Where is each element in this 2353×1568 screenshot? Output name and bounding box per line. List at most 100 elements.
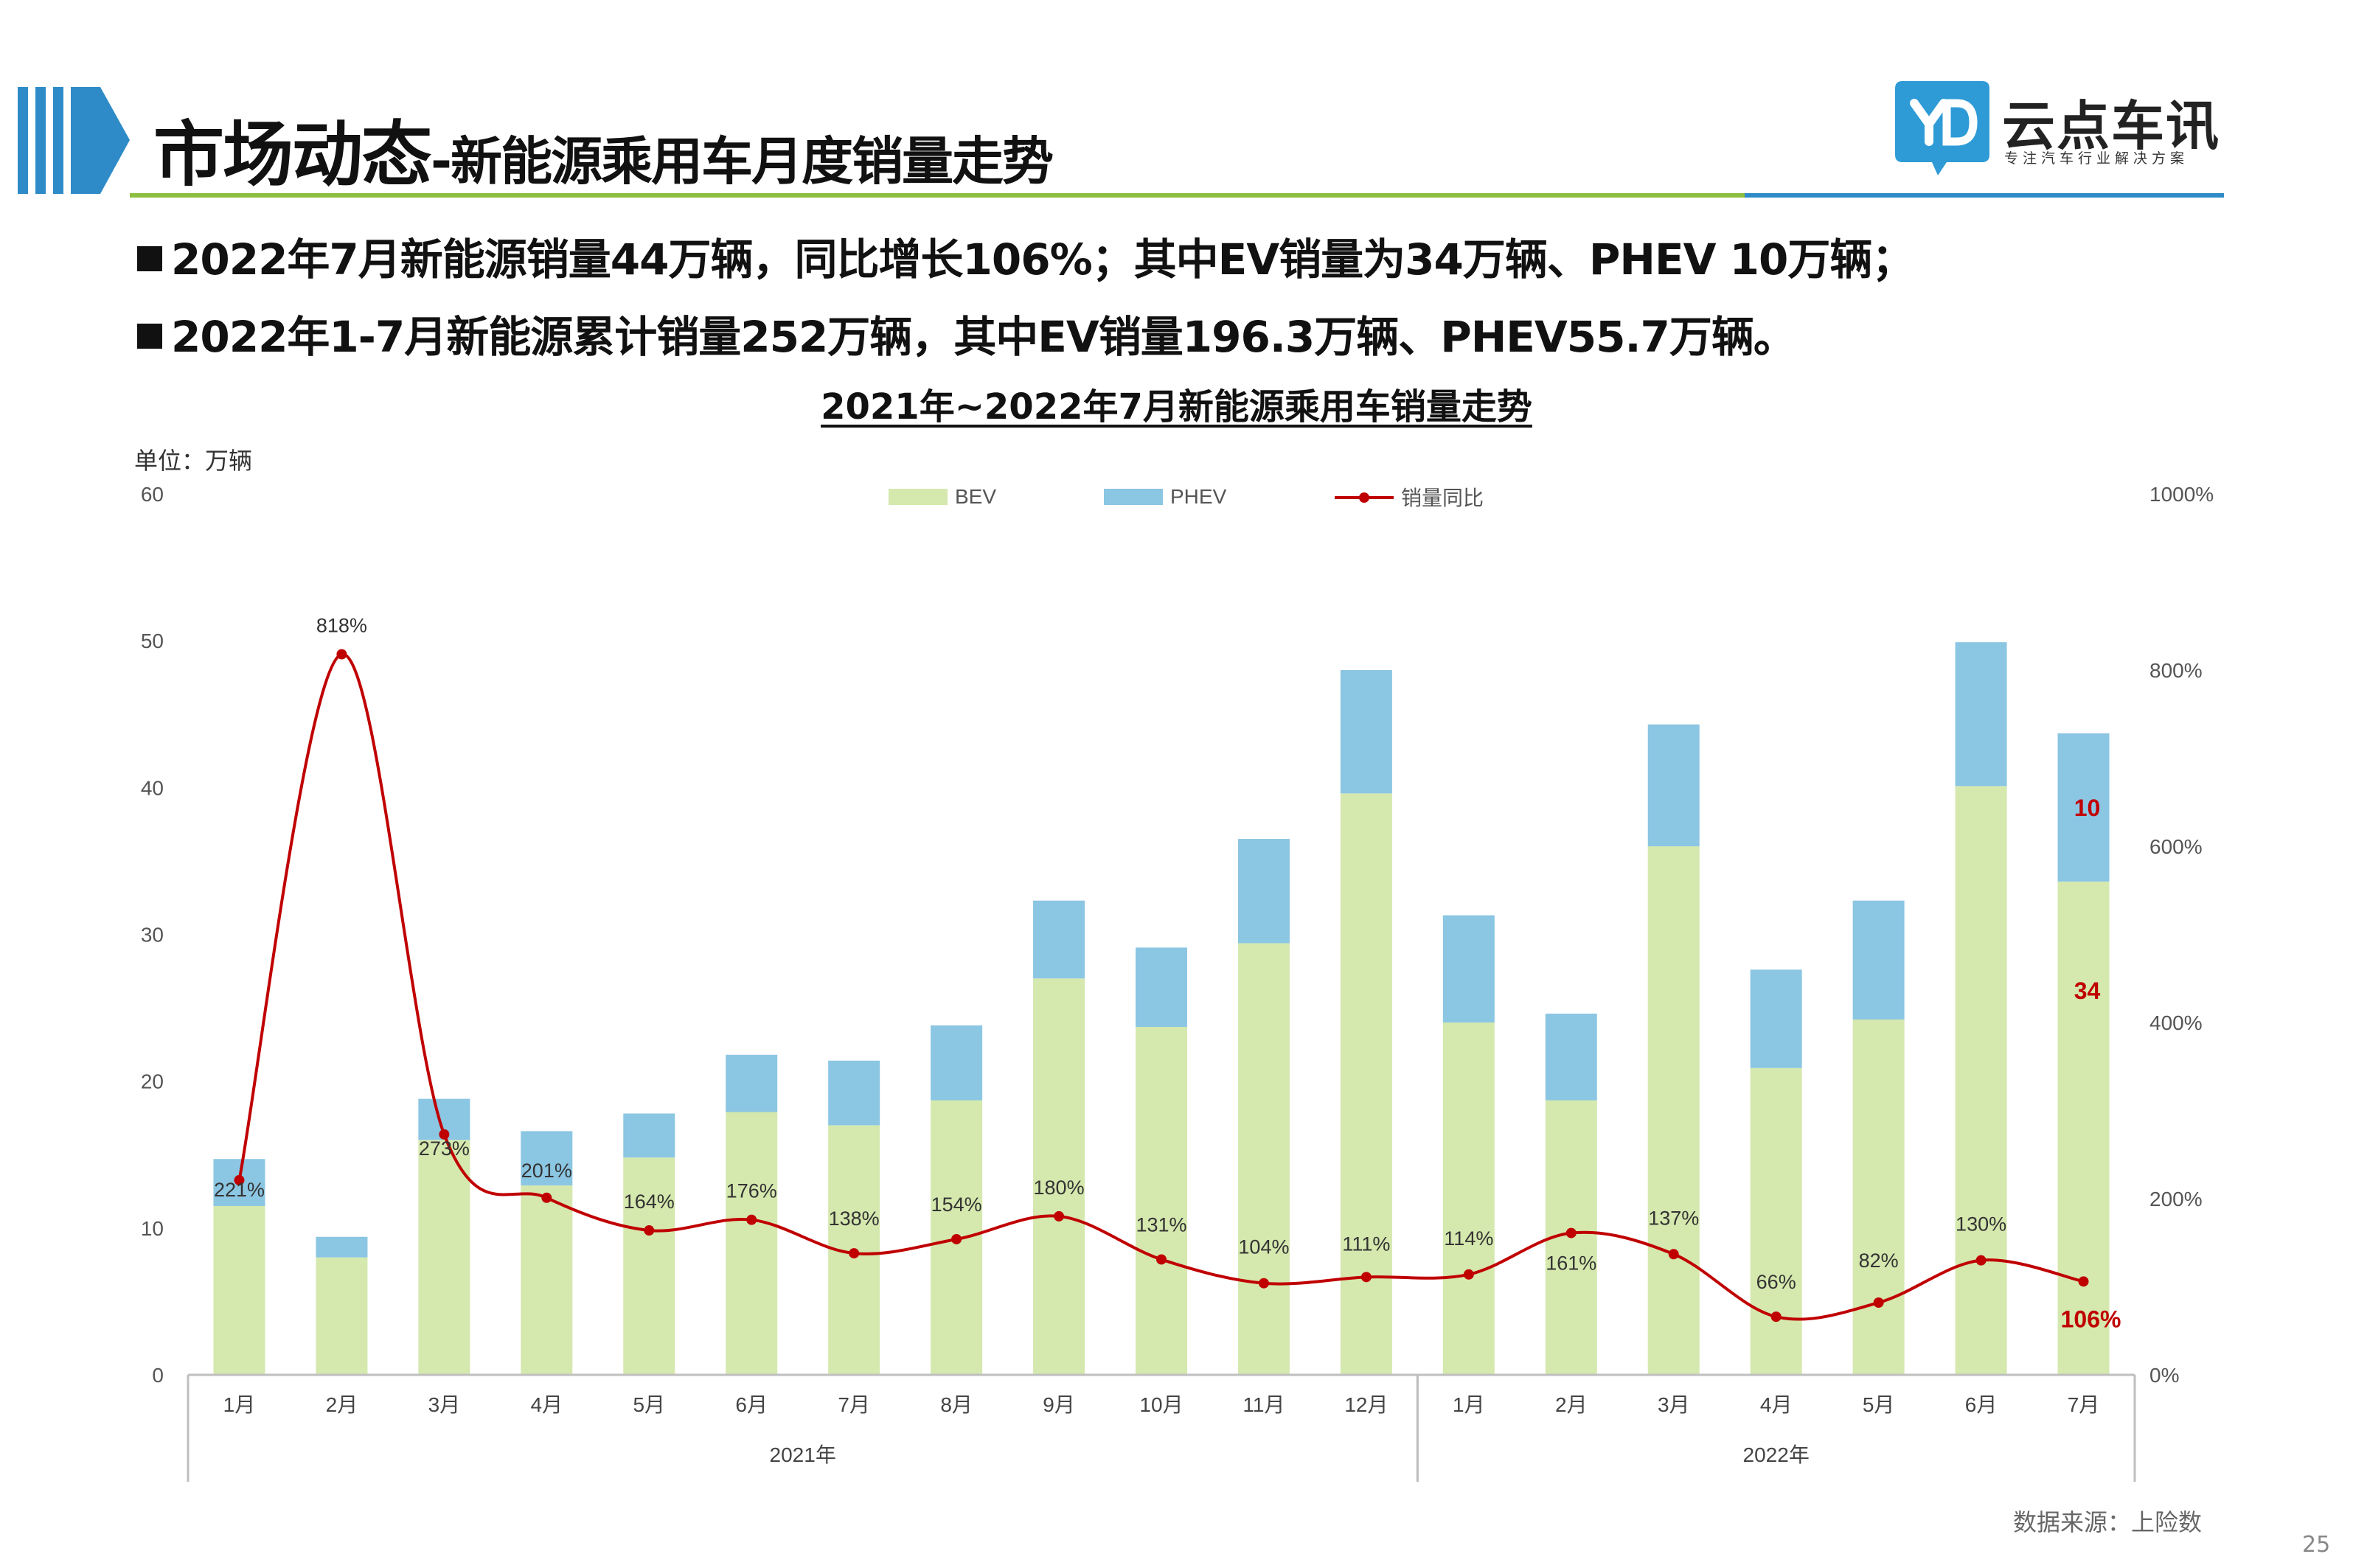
yoy-data-label: 106% — [2061, 1306, 2121, 1332]
bar-phev — [1955, 642, 2007, 787]
page-title-main: 市场动态 — [153, 114, 432, 196]
x-tick-label: 9月 — [1043, 1393, 1075, 1416]
y-right-tick-label: 0% — [2149, 1364, 2179, 1387]
bar-bev — [1442, 1022, 1495, 1375]
bar-phev — [1852, 900, 1905, 1020]
bar-bev — [1033, 978, 1085, 1375]
x-tick-label: 8月 — [940, 1393, 973, 1416]
bar-bev — [2057, 881, 2110, 1375]
x-tick-label: 5月 — [633, 1393, 665, 1416]
yoy-data-label: 111% — [1342, 1233, 1390, 1255]
yoy-data-label: 154% — [931, 1194, 982, 1216]
legend-label-bev: BEV — [955, 485, 996, 508]
x-tick-label: 7月 — [838, 1393, 870, 1416]
y-left-tick-label: 30 — [141, 924, 164, 947]
bar-phev — [1442, 915, 1495, 1022]
yoy-point — [1463, 1269, 1474, 1280]
legend-swatch-bev — [889, 489, 948, 505]
yoy-data-label: 176% — [726, 1180, 777, 1202]
bar-value-label: 34 — [2074, 978, 2101, 1004]
page-number: 25 — [2302, 1532, 2331, 1558]
yoy-data-label: 131% — [1136, 1213, 1186, 1236]
yoy-point — [849, 1248, 860, 1259]
yoy-data-label: 114% — [1444, 1227, 1493, 1250]
x-tick-label: 6月 — [1965, 1393, 1998, 1416]
x-tick-label: 10月 — [1139, 1393, 1183, 1416]
bar-phev — [2057, 733, 2110, 882]
brand-name: 云点车讯 — [2002, 95, 2221, 157]
bar-phev — [1237, 839, 1290, 944]
y-left-tick-label: 50 — [141, 630, 164, 652]
x-tick-label: 4月 — [531, 1393, 563, 1416]
yoy-point — [1360, 1272, 1372, 1283]
yoy-point — [746, 1214, 757, 1225]
x-tick-label: 4月 — [1760, 1393, 1793, 1416]
yoy-data-label: 130% — [1956, 1213, 2006, 1236]
yoy-point — [541, 1192, 552, 1203]
legend-swatch-phev — [1104, 489, 1163, 505]
yoy-data-label: 273% — [419, 1137, 470, 1160]
legend-label-phev: PHEV — [1170, 485, 1227, 508]
page-title: 市场动态-新能源乘用车月度销量走势 — [153, 97, 1054, 200]
y-left-tick-label: 60 — [141, 483, 164, 506]
summary-bullet-1-text: 2022年7月新能源销量44万辆，同比增长106%；其中EV销量为34万辆、PH… — [171, 234, 1914, 285]
yoy-point — [1054, 1210, 1065, 1222]
summary-bullet-1: 2022年7月新能源销量44万辆，同比增长106%；其中EV销量为34万辆、PH… — [137, 225, 1914, 287]
bar-bev — [1647, 846, 1700, 1375]
yoy-data-label: 66% — [1756, 1271, 1796, 1293]
x-tick-label: 11月 — [1242, 1393, 1285, 1416]
yoy-point — [2078, 1276, 2089, 1287]
y-left-tick-label: 20 — [141, 1070, 164, 1093]
summary-bullet-2: 2022年1-7月新能源累计销量252万辆，其中EV销量196.3万辆、PHEV… — [137, 302, 1796, 364]
yoy-point — [1258, 1278, 1269, 1289]
bar-bev — [316, 1257, 368, 1375]
title-underline — [130, 193, 2224, 198]
yoy-data-label: 180% — [1034, 1177, 1085, 1199]
chart-title: 2021年~2022年7月新能源乘用车销量走势 — [0, 377, 2353, 429]
summary-bullet-2-text: 2022年1-7月新能源累计销量252万辆，其中EV销量196.3万辆、PHEV… — [171, 312, 1796, 362]
bar-phev — [1545, 1014, 1597, 1101]
group-label: 2021年 — [770, 1443, 836, 1466]
yoy-point — [1770, 1311, 1782, 1323]
y-left-tick-label: 10 — [141, 1217, 164, 1240]
x-tick-label: 7月 — [2068, 1393, 2100, 1416]
yoy-data-label: 104% — [1238, 1236, 1289, 1258]
yoy-data-label: 164% — [624, 1191, 675, 1213]
x-tick-label: 2月 — [326, 1393, 358, 1416]
title-decoration-icon — [18, 87, 130, 194]
y-right-tick-label: 800% — [2149, 659, 2203, 682]
bar-phev — [931, 1025, 983, 1101]
brand-tagline: 专注汽车行业解决方案 — [2004, 150, 2189, 167]
bar-phev — [726, 1054, 778, 1112]
bullet-square-icon — [137, 324, 162, 349]
bar-bev — [1750, 1067, 1802, 1375]
bar-bev — [1852, 1020, 1905, 1375]
bar-phev — [1750, 969, 1802, 1068]
yoy-point — [1975, 1255, 1987, 1266]
yoy-data-label: 82% — [1859, 1250, 1899, 1272]
bar-phev — [521, 1131, 573, 1186]
y-left-tick-label: 40 — [141, 776, 164, 799]
bar-phev — [1340, 670, 1392, 794]
bullet-square-icon — [137, 246, 162, 271]
bar-bev — [623, 1157, 675, 1375]
y-right-tick-label: 400% — [2149, 1011, 2203, 1034]
legend-label-line: 销量同比 — [1401, 487, 1484, 509]
yoy-point — [336, 649, 347, 660]
yoy-data-label: 161% — [1546, 1252, 1596, 1275]
unit-label: 单位：万辆 — [134, 447, 253, 475]
bar-phev — [623, 1113, 675, 1158]
bar-bev — [213, 1205, 265, 1375]
yoy-point — [1873, 1297, 1884, 1309]
bar-bev — [726, 1112, 778, 1375]
x-tick-label: 1月 — [1453, 1393, 1485, 1416]
legend-swatch-line-point — [1359, 492, 1369, 503]
data-source: 数据来源：上险数 — [2013, 1508, 2203, 1536]
y-right-tick-label: 600% — [2149, 835, 2203, 858]
page-title-sub: -新能源乘用车月度销量走势 — [431, 131, 1054, 192]
y-left-tick-label: 0 — [152, 1364, 164, 1387]
x-tick-label: 1月 — [223, 1393, 256, 1416]
bar-bev — [1955, 786, 2007, 1375]
y-right-tick-label: 200% — [2149, 1188, 2203, 1210]
